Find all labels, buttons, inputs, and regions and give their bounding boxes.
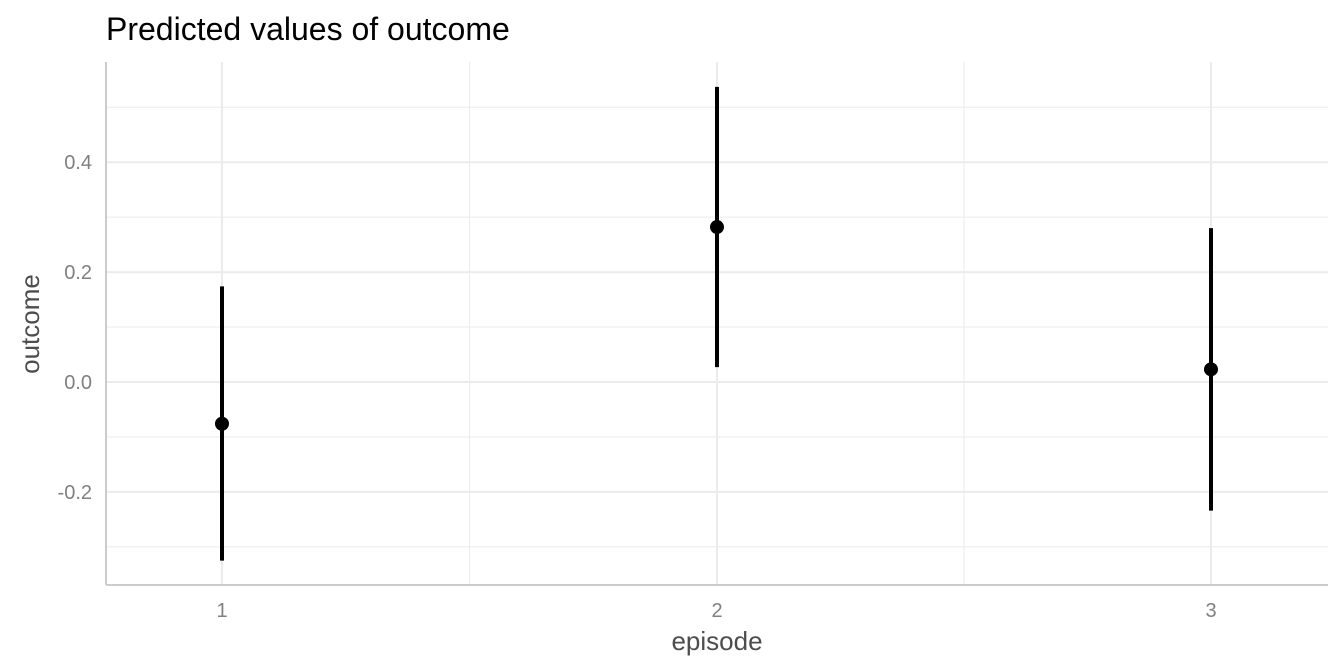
x-tick-label: 1 [216, 600, 227, 622]
tick-labels: -0.2 0.0 0.2 0.4 1 2 3 [58, 152, 1217, 622]
x-tick-label: 2 [711, 600, 722, 622]
y-tick-label: 0.0 [64, 372, 92, 394]
y-tick-label: 0.2 [64, 262, 92, 284]
x-tick-label: 3 [1205, 600, 1216, 622]
data-point [710, 220, 724, 235]
chart-title: Predicted values of outcome [106, 11, 510, 47]
plot-marks [215, 86, 1218, 561]
y-axis-title: outcome [15, 274, 45, 374]
data-point [215, 416, 229, 431]
data-point [1204, 362, 1218, 377]
x-axis-title: episode [671, 626, 762, 656]
axes [105, 62, 1328, 586]
y-tick-label: -0.2 [58, 482, 92, 504]
y-tick-label: 0.4 [64, 152, 92, 174]
